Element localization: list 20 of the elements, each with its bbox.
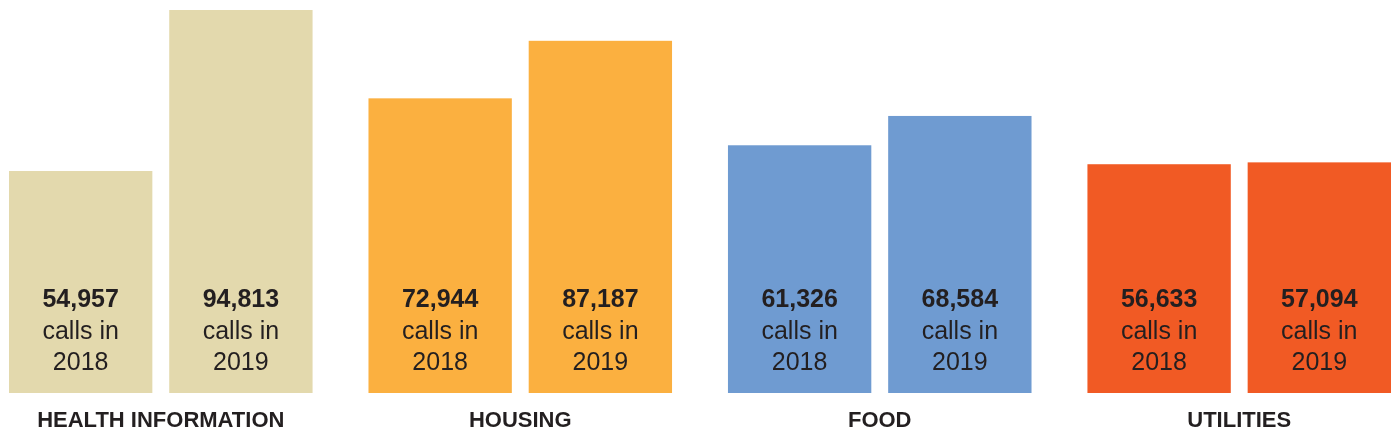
data-label: 54,957 xyxy=(42,284,119,312)
data-label: 68,584 xyxy=(921,284,999,312)
data-label: 94,813 xyxy=(202,284,280,312)
x-tick-label: HEALTH INFORMATION xyxy=(37,407,285,432)
data-label: 87,187 xyxy=(562,284,639,312)
x-tick-label: FOOD xyxy=(847,407,912,432)
data-label: 72,944 xyxy=(401,284,479,312)
data-label: 61,326 xyxy=(761,284,838,312)
text: calls in 2019 xyxy=(1281,316,1358,375)
x-tick-label: HOUSING xyxy=(468,407,572,432)
data-label: 56,633 xyxy=(1120,284,1198,312)
series-label: calls in 2018 xyxy=(42,316,119,375)
text: calls in 2019 xyxy=(921,316,999,375)
text: calls in 2019 xyxy=(562,316,639,375)
text: calls in 2018 xyxy=(761,316,838,375)
text: calls in 2018 xyxy=(1120,316,1198,375)
series-label: calls in 2019 xyxy=(202,316,280,375)
data-label: 57,094 xyxy=(1281,284,1358,312)
text: calls in 2018 xyxy=(401,316,479,375)
x-tick-label: UTILITIES xyxy=(1187,407,1292,432)
